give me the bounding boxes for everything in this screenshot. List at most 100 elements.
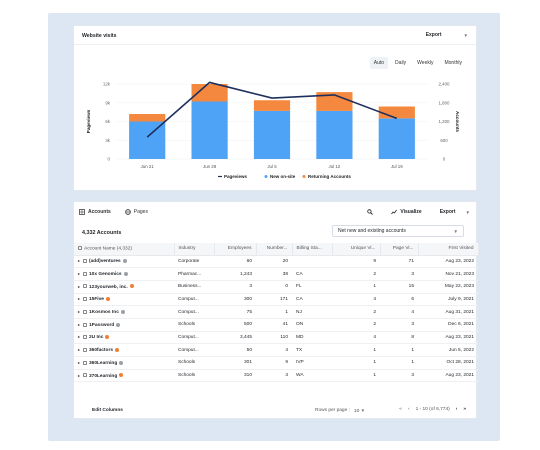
table-export-button[interactable]: Export ▼ [440, 209, 470, 215]
y-tick-left: 9k [105, 100, 110, 105]
visualize-button[interactable]: Visualize [391, 209, 422, 215]
table-row[interactable]: ▸ 360factors Comput... 50 4 TX 1 1 Jun 5, 2022 [74, 343, 478, 357]
account-name[interactable]: 370Learning [89, 373, 118, 379]
edit-columns-button[interactable]: Edit Columns [92, 408, 123, 413]
row-checkbox[interactable] [83, 335, 87, 340]
next-page-icon[interactable]: › [455, 407, 458, 412]
prev-page-icon[interactable]: ‹ [407, 407, 410, 412]
row-checkbox[interactable] [83, 373, 87, 378]
column-header-unique-visitors[interactable]: Unique Vi... [332, 243, 381, 256]
cell-account-name[interactable]: ▸ 2U Inc [74, 331, 174, 345]
cell-account-name[interactable]: ▸ 360Learning [74, 356, 174, 370]
row-checkbox[interactable] [83, 259, 87, 264]
table-row[interactable]: ▸ 1Password Schools 500 41 ON 2 3 Dec 6, 2021 [74, 318, 478, 332]
column-header-billing-state[interactable]: Billing Sta... [292, 243, 333, 256]
row-checkbox[interactable] [83, 284, 87, 289]
cell-account-name[interactable]: ▸ 123yourweb, inc. [74, 280, 174, 294]
select-all-checkbox[interactable] [78, 246, 82, 251]
row-checkbox[interactable] [83, 347, 87, 352]
search-icon[interactable] [367, 209, 374, 215]
table-row[interactable]: ▸ 10x Genomics Pharmac... 1,243 38 CA 2 3 Nov 21… [74, 267, 478, 281]
account-name[interactable]: 1Password [89, 322, 115, 328]
cell-account-name[interactable]: ▸ 1Kosmos Inc [74, 305, 174, 319]
bar-returning-accounts [253, 100, 291, 111]
account-name[interactable]: 10x Genomics [89, 272, 122, 278]
y-tick-right: 600 [440, 138, 448, 143]
table-row[interactable]: ▸ 360Learning Schools 301 9 IVP 1 1 Oct 28, 2021 [74, 356, 478, 370]
period-weekly-button[interactable]: Weekly [417, 60, 434, 66]
account-name[interactable]: 2U Inc [89, 335, 104, 341]
row-checkbox[interactable] [83, 360, 87, 365]
account-filter-select[interactable]: Net new and existing accounts ▼ [332, 225, 464, 237]
table-row[interactable]: ▸ 370Learning Schools 310 3 WA 1 3 Aug 23, 2021 [74, 369, 478, 383]
chart-export-button[interactable]: Export ▼ [426, 32, 468, 38]
bar-new-on-site [316, 110, 353, 159]
expand-row-icon[interactable]: ▸ [78, 258, 81, 264]
cell-account-name[interactable]: ▸ 1Password [74, 318, 174, 332]
cell-account-name[interactable]: ▸ 360factors [74, 343, 174, 357]
legend-label: Pageviews [224, 174, 248, 179]
legend-swatch [302, 175, 306, 178]
period-daily-button[interactable]: Daily [395, 60, 407, 66]
expand-row-icon[interactable]: ▸ [78, 271, 81, 277]
cell-account-name[interactable]: ▸ 370Learning [74, 369, 174, 383]
expand-row-icon[interactable]: ▸ [78, 309, 81, 315]
column-header-industry[interactable]: Industry [174, 243, 215, 256]
row-checkbox[interactable] [83, 322, 87, 327]
chart-card-header: Website visits Export ▼ [74, 26, 476, 45]
last-page-icon[interactable]: » [463, 407, 466, 412]
tab-accounts[interactable]: Accounts [79, 209, 111, 215]
first-page-icon[interactable]: « [399, 407, 402, 412]
expand-row-icon[interactable]: ▸ [78, 296, 81, 302]
y-tick-left: 6k [105, 119, 110, 124]
cell-employees: 310 [214, 369, 256, 383]
expand-row-icon[interactable]: ▸ [78, 321, 81, 327]
expand-row-icon[interactable]: ▸ [78, 372, 81, 378]
account-name[interactable]: 360factors [89, 348, 113, 354]
table-row[interactable]: ▸ 2U Inc Comput... 3,445 110 MD 4 8 Aug 23, 2021 [74, 331, 478, 345]
expand-row-icon[interactable]: ▸ [78, 334, 81, 340]
table-row[interactable]: ▸ (add)ventures Corporate 60 20 9 71 Aug 23, 20… [74, 255, 478, 269]
row-checkbox[interactable] [83, 271, 87, 276]
cell-page-views: 4 [380, 305, 418, 319]
row-checkbox[interactable] [83, 297, 87, 302]
column-header-account-name[interactable]: Account Name (4,332) [74, 243, 175, 256]
cell-unique-visitors: 1 [332, 343, 380, 357]
cell-first-visited: May 22, 2023 [418, 280, 478, 294]
rows-per-page-select[interactable]: 10 ▼ [353, 408, 366, 414]
table-row[interactable]: ▸ 1Kosmos Inc Comput... 75 1 NJ 2 4 Aug 31, 2021 [74, 305, 478, 319]
cell-account-name[interactable]: ▸ 10x Genomics [74, 267, 174, 281]
table-row[interactable]: ▸ 15Five Comput... 300 171 CA 4 6 July 9, 2021 [74, 293, 478, 307]
expand-row-icon[interactable]: ▸ [78, 359, 81, 365]
period-auto-button[interactable]: Auto [369, 57, 389, 69]
cell-first-visited: July 9, 2021 [418, 293, 478, 307]
cell-first-visited: Aug 23, 2021 [418, 369, 478, 383]
expand-row-icon[interactable]: ▸ [78, 283, 81, 289]
website-visits-card: Website visits Export ▼ Auto Daily Weekl… [73, 25, 477, 191]
chevron-down-icon: ▼ [463, 32, 468, 38]
x-tick-label: Jul 12 [329, 164, 341, 169]
legend-label: Returning Accounts [308, 174, 351, 179]
status-dot-icon [129, 284, 134, 289]
account-name[interactable]: (add)ventures [89, 259, 121, 265]
account-name[interactable]: 360Learning [89, 360, 118, 366]
column-header-employees[interactable]: Employees [214, 243, 257, 256]
cell-unique-visitors: 2 [332, 305, 380, 319]
cell-unique-visitors: 2 [332, 267, 380, 281]
column-header-first-visited[interactable]: First Visited [418, 243, 479, 256]
column-header-page-views[interactable]: Page Vi... [380, 243, 419, 256]
table-row[interactable]: ▸ 123yourweb, inc. Business... 3 0 FL 1 15 May 2… [74, 280, 478, 294]
table-header-row: Account Name (4,332) Industry Employees … [74, 243, 479, 256]
tab-pages[interactable]: Pages [124, 209, 148, 215]
cell-account-name[interactable]: ▸ (add)ventures [74, 255, 174, 269]
account-name[interactable]: 123yourweb, inc. [89, 284, 128, 290]
period-monthly-button[interactable]: Monthly [444, 60, 462, 66]
cell-page-views: 6 [380, 293, 418, 307]
column-header-number[interactable]: Number... [256, 243, 293, 256]
row-checkbox[interactable] [83, 309, 87, 314]
cell-account-name[interactable]: ▸ 15Five [74, 293, 174, 307]
account-name[interactable]: 15Five [89, 297, 104, 303]
account-name[interactable]: 1Kosmos Inc [89, 310, 119, 316]
expand-row-icon[interactable]: ▸ [78, 347, 81, 353]
cell-billing-state: CA [292, 267, 332, 281]
